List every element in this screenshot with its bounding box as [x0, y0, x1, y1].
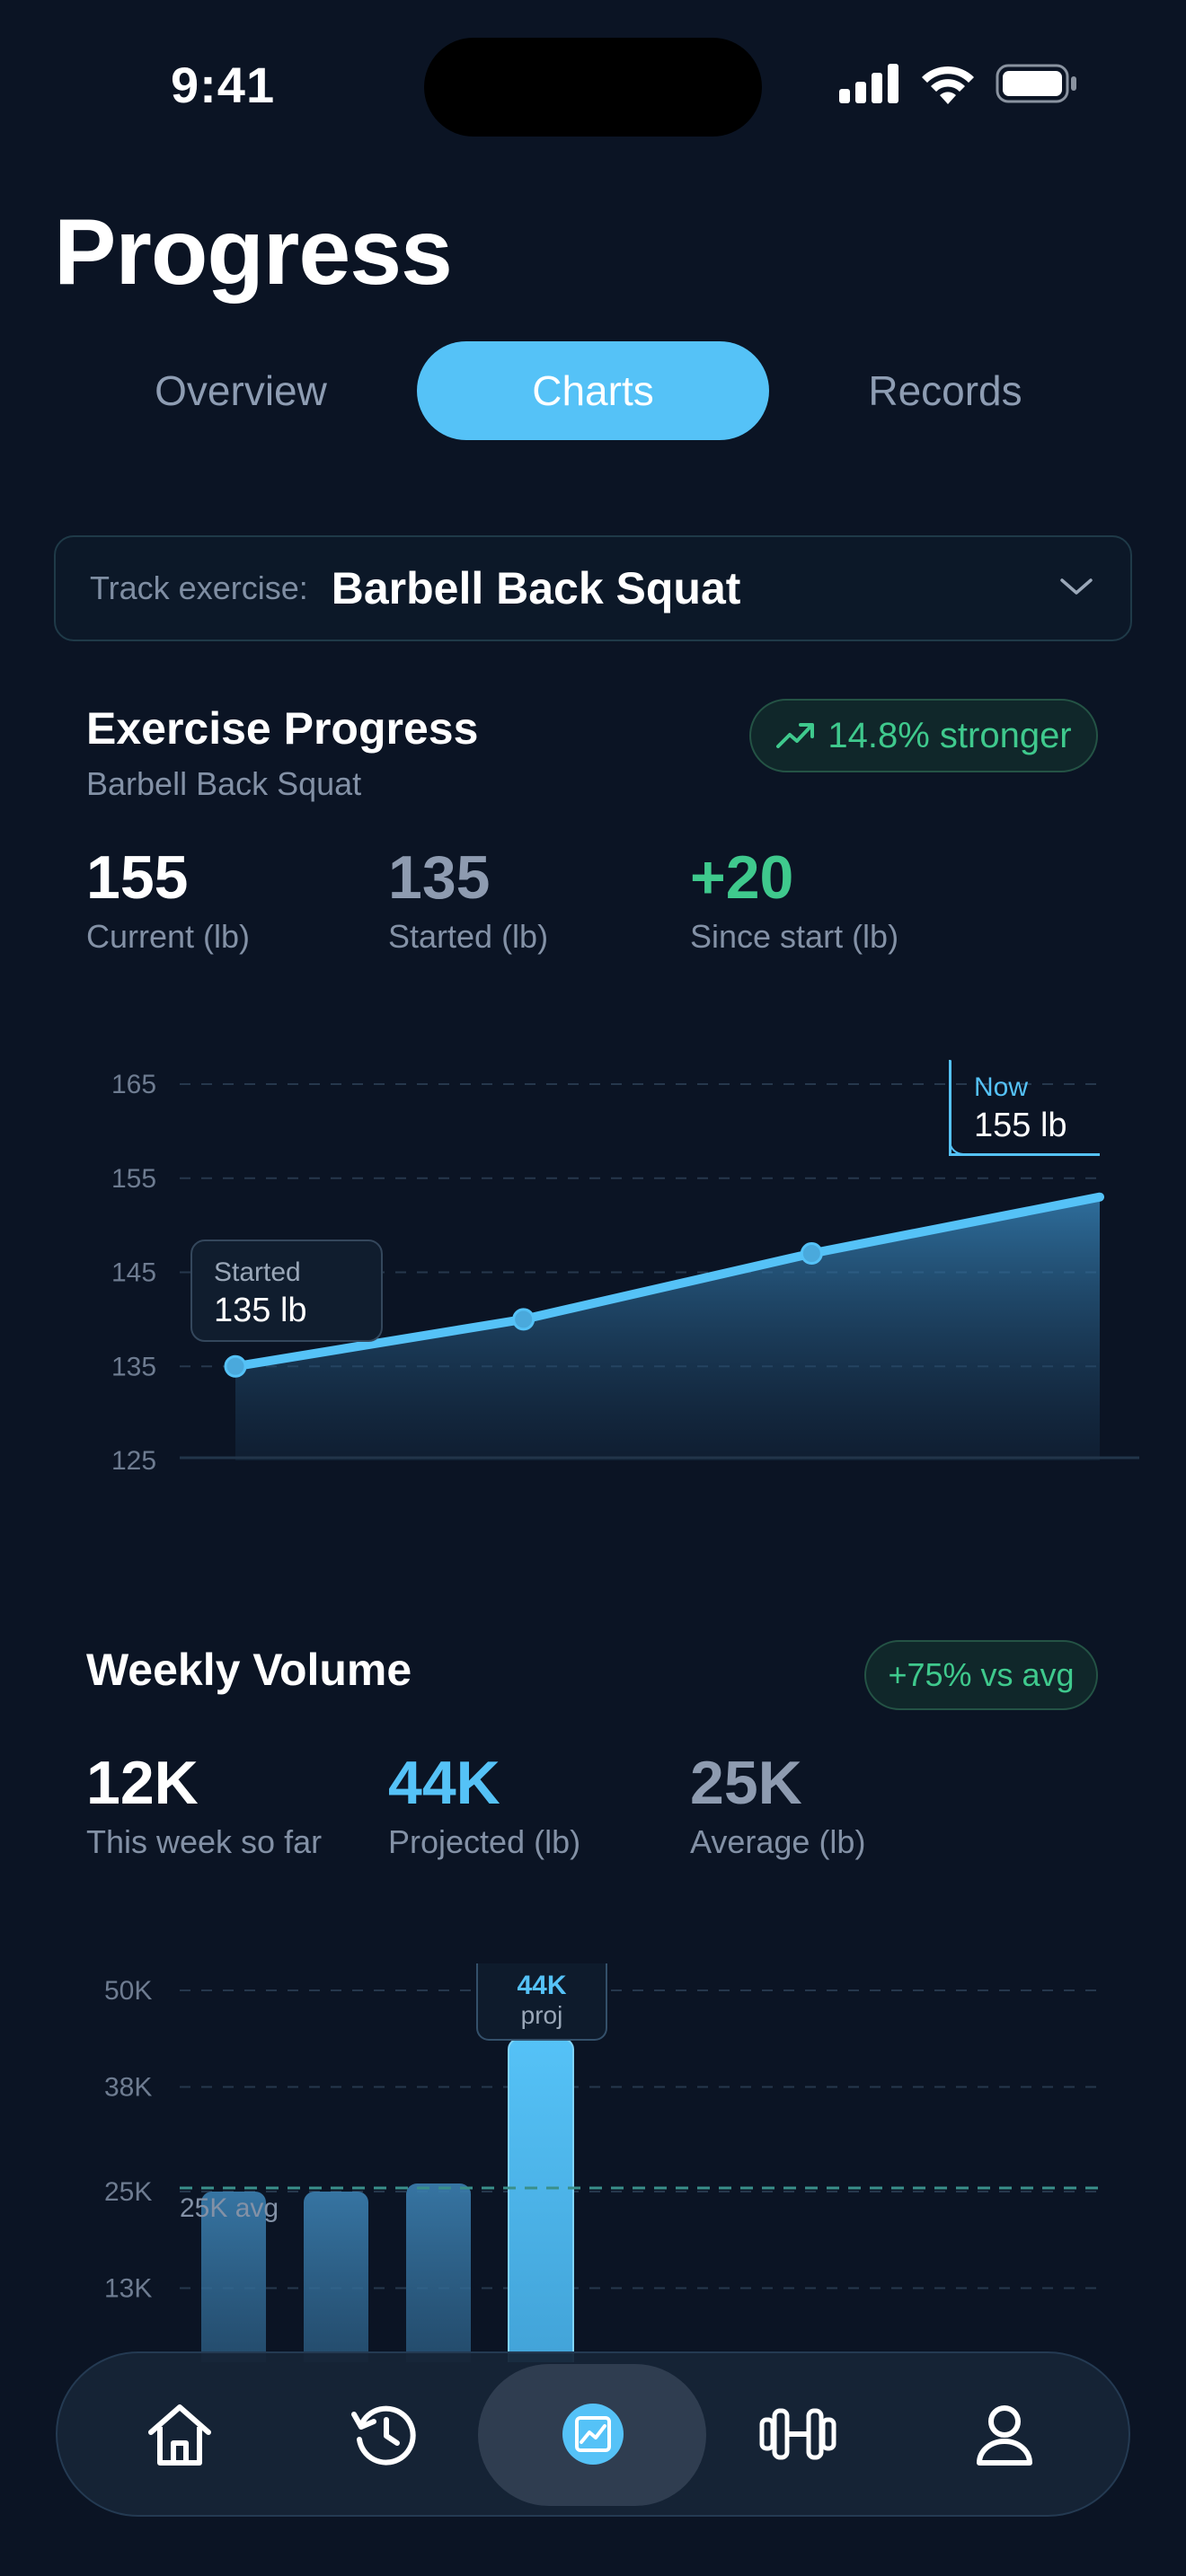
progress-line — [231, 1192, 1104, 1372]
stat-projected-value: 44K — [388, 1749, 500, 1817]
weekly-volume-title: Weekly Volume — [86, 1645, 412, 1695]
stat-gain-label: Since start (lb) — [690, 918, 899, 955]
stat-projected-label: Projected (lb) — [388, 1823, 581, 1860]
now-callout-value: 155 lb — [974, 1107, 1067, 1144]
y-tick-label: 38K — [104, 2073, 152, 2103]
stat-current-label: Current (lb) — [86, 918, 251, 955]
start-callout-title: Started — [214, 1257, 301, 1287]
stat-week-value: 12K — [86, 1749, 199, 1817]
exercise-selector[interactable]: Track exercise: Barbell Back Squat — [54, 535, 1132, 641]
nav-profile[interactable] — [940, 2369, 1069, 2499]
status-icons — [839, 63, 1078, 104]
stat-average-label: Average (lb) — [690, 1823, 866, 1860]
profile-icon — [977, 2405, 1032, 2466]
data-point — [512, 1308, 535, 1331]
stat-week-label: This week so far — [86, 1823, 323, 1860]
volume-badge: +75% vs avg — [864, 1640, 1098, 1710]
stat-current-value: 155 — [86, 843, 189, 912]
now-callout-edge — [949, 1060, 951, 1155]
y-tick-label: 155 — [111, 1164, 156, 1194]
now-callout-base — [949, 1153, 1100, 1156]
nav-workouts[interactable] — [733, 2369, 863, 2499]
nav-charts[interactable] — [528, 2369, 658, 2499]
y-tick-label: 135 — [111, 1352, 156, 1381]
exercise-progress-title: Exercise Progress — [86, 703, 479, 754]
strength-badge: 14.8% stronger — [749, 699, 1098, 772]
chart-icon — [562, 2404, 624, 2465]
history-icon — [351, 2405, 416, 2466]
data-point — [224, 1354, 247, 1378]
average-line-label: 25K avg — [180, 2193, 279, 2223]
start-callout-value: 135 lb — [214, 1292, 307, 1329]
nav-home[interactable] — [115, 2369, 244, 2499]
stat-started-label: Started (lb) — [388, 918, 549, 955]
y-tick-label: 165 — [111, 1070, 156, 1099]
status-time: 9:41 — [171, 57, 276, 113]
nav-history[interactable] — [320, 2369, 449, 2499]
now-callout: Now 155 lb — [949, 1060, 1100, 1155]
stat-started-value: 135 — [388, 843, 491, 912]
dumbbell-icon — [759, 2408, 836, 2460]
trend-up-icon — [776, 723, 815, 748]
selector-label: Track exercise: — [90, 569, 308, 606]
cellular-signal-icon — [839, 64, 898, 103]
now-callout-title: Now — [974, 1072, 1029, 1102]
projection-tooltip-value: 44K — [517, 1971, 567, 2000]
chevron-down-icon — [1060, 578, 1093, 595]
tab-charts[interactable]: Charts — [417, 341, 769, 440]
y-tick-label: 145 — [111, 1258, 156, 1288]
progress-area — [235, 1196, 1100, 1460]
selector-value: Barbell Back Squat — [331, 563, 741, 613]
data-point — [800, 1242, 823, 1266]
exercise-progress-subtitle: Barbell Back Squat — [86, 765, 362, 802]
y-tick-label: 50K — [104, 1976, 152, 2006]
wifi-icon — [922, 66, 974, 104]
start-callout: Started 135 lb — [190, 1239, 383, 1342]
y-tick-label: 125 — [111, 1446, 156, 1473]
y-tick-label: 25K — [104, 2177, 152, 2207]
tab-records[interactable]: Records — [868, 367, 1022, 414]
page-title: Progress — [54, 200, 453, 304]
strength-badge-text: 14.8% stronger — [828, 715, 1072, 755]
home-icon — [148, 2404, 211, 2466]
stat-average-value: 25K — [690, 1749, 802, 1817]
battery-icon — [996, 64, 1076, 103]
dynamic-island — [424, 38, 762, 137]
exercise-progress-chart: 125 135 145 155 165 — [111, 1070, 1139, 1473]
projection-tooltip-label: proj — [520, 2001, 563, 2029]
stat-gain-value: +20 — [690, 843, 794, 912]
tab-overview[interactable]: Overview — [155, 367, 327, 414]
y-tick-label: 13K — [104, 2274, 152, 2304]
projection-tooltip: 44K proj — [476, 1963, 607, 2041]
